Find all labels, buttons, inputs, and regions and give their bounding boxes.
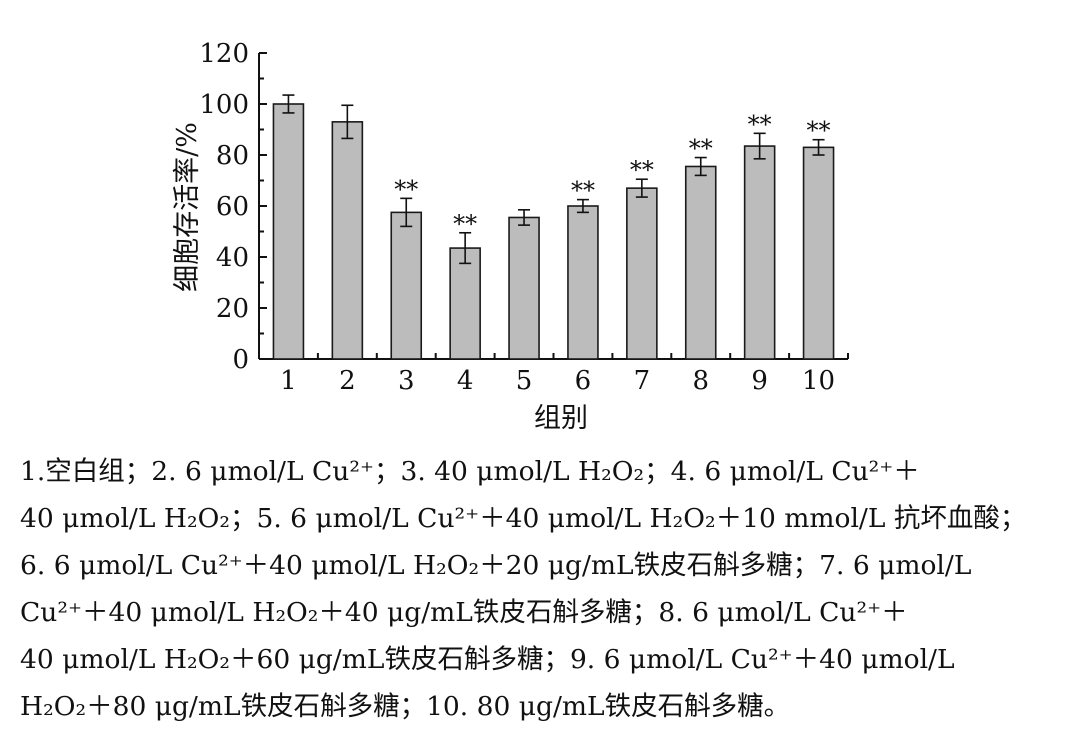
- significance-markers: ** ** ** ** ** ** **: [394, 110, 830, 237]
- x-axis-title: 组别: [534, 403, 588, 434]
- x-ticks: 1 2 3 4 5 6 7 8 9 10: [258, 353, 849, 396]
- y-tick-label: 60: [216, 192, 249, 222]
- significance-label: **: [689, 135, 713, 163]
- chart-container: 0 20 40 60 80 100 120 1 2 3 4 5 6 7 8 9 10 ** ** ** ** ** **…: [172, 39, 849, 434]
- figure-caption: 1.空白组；2. 6 μmol/L Cu²⁺；3. 40 μmol/L H₂O₂…: [20, 448, 1027, 730]
- caption-line: H₂O₂＋80 μg/mL铁皮石斛多糖；10. 80 μg/mL铁皮石斛多糖。: [20, 691, 791, 722]
- significance-label: **: [748, 110, 772, 138]
- axes: 0 20 40 60 80 100 120 1 2 3 4 5 6 7 8 9 10: [199, 39, 849, 396]
- error-bars: [282, 94, 825, 265]
- bar: [684, 165, 717, 360]
- x-tick-label: 10: [802, 366, 835, 396]
- caption-line: Cu²⁺＋40 μmol/L H₂O₂＋40 μg/mL铁皮石斛多糖；8. 6 …: [20, 597, 908, 628]
- x-tick-label: 4: [457, 366, 474, 396]
- caption-line: 40 μmol/L H₂O₂＋60 μg/mL铁皮石斛多糖；9. 6 μmol/…: [20, 644, 955, 675]
- bar: [449, 247, 481, 360]
- y-axis-title: 细胞存活率/%: [172, 122, 203, 292]
- bar: [802, 146, 835, 360]
- significance-label: **: [807, 117, 831, 145]
- bar: [331, 121, 364, 360]
- caption-line: 40 μmol/L H₂O₂；5. 6 μmol/L Cu²⁺＋40 μmol/…: [20, 503, 1027, 534]
- y-tick-label: 40: [216, 243, 249, 273]
- y-tick-label: 100: [199, 90, 249, 120]
- significance-label: **: [571, 177, 595, 205]
- significance-label: **: [453, 210, 477, 238]
- bar: [390, 211, 423, 360]
- x-tick-label: 5: [516, 366, 533, 396]
- bar: [626, 187, 658, 360]
- caption-line: 1.空白组；2. 6 μmol/L Cu²⁺；3. 40 μmol/L H₂O₂…: [20, 456, 920, 487]
- x-tick-label: 3: [398, 366, 415, 396]
- x-tick-label: 8: [692, 366, 709, 396]
- bar: [508, 216, 540, 360]
- y-tick-label: 20: [216, 294, 249, 324]
- bar: [272, 103, 305, 360]
- y-ticks: 0 20 40 60 80 100 120: [199, 39, 267, 375]
- bar: [567, 205, 599, 360]
- significance-label: **: [630, 156, 654, 184]
- y-tick-label: 80: [216, 141, 249, 171]
- bars: [272, 103, 835, 360]
- x-tick-label: 6: [575, 366, 592, 396]
- significance-label: **: [394, 175, 418, 203]
- x-tick-label: 1: [280, 366, 297, 396]
- y-tick-label: 120: [199, 39, 249, 69]
- caption-line: 6. 6 μmol/L Cu²⁺＋40 μmol/L H₂O₂＋20 μg/mL…: [20, 550, 972, 581]
- x-tick-label: 9: [751, 366, 768, 396]
- x-tick-label: 2: [339, 366, 356, 396]
- bar: [743, 145, 776, 360]
- x-tick-label: 7: [634, 366, 651, 396]
- y-tick-label: 0: [232, 345, 249, 375]
